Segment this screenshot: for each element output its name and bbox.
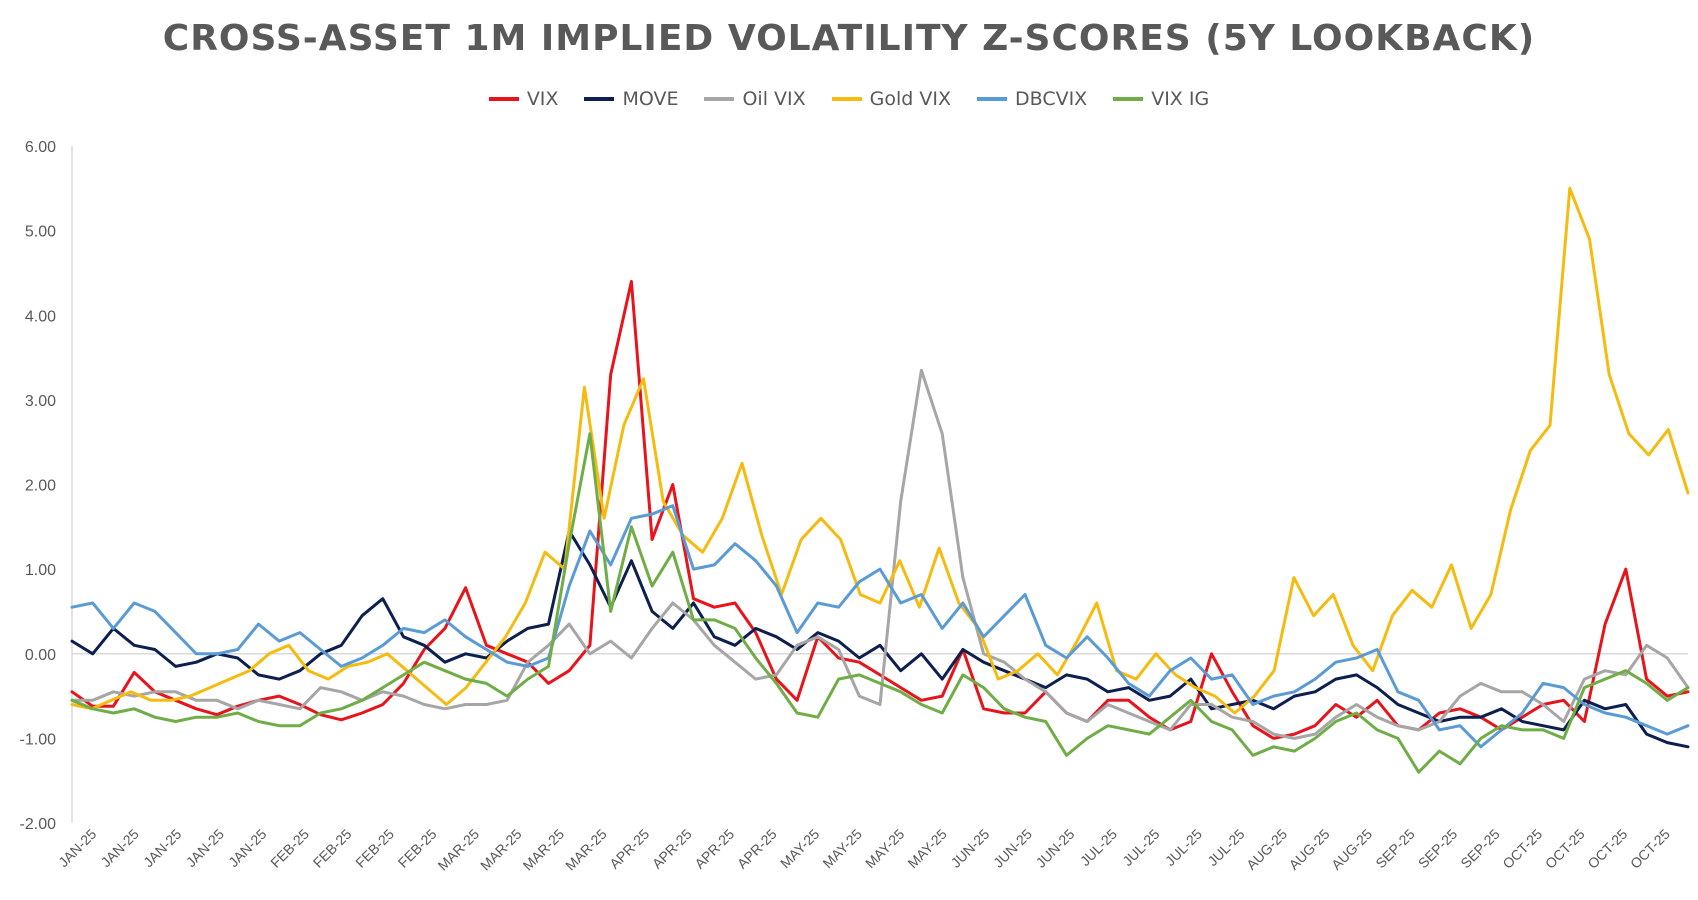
x-tick-label: MAY-25 xyxy=(904,826,950,872)
legend-label-oil-vix: Oil VIX xyxy=(742,88,806,110)
x-tick-label: AUG-25 xyxy=(1243,826,1290,873)
y-tick-label: -1.00 xyxy=(20,731,57,748)
x-tick-label: MAR-25 xyxy=(520,826,568,874)
x-tick-label: OCT-25 xyxy=(1584,826,1630,872)
x-tick-label: MAY-25 xyxy=(777,826,823,872)
x-tick-label: JUL-25 xyxy=(1204,826,1247,869)
x-tick-label: JAN-25 xyxy=(98,826,142,870)
series-line-move xyxy=(70,529,1690,749)
x-tick-label: SEP-25 xyxy=(1372,826,1418,872)
x-tick-label: OCT-25 xyxy=(1499,826,1545,872)
x-tick-label: OCT-25 xyxy=(1627,826,1673,872)
legend-swatch-move xyxy=(584,97,615,101)
legend-swatch-dbcvix xyxy=(976,97,1007,101)
chart-title: CROSS-ASSET 1M IMPLIED VOLATILITY Z-SCOR… xyxy=(162,18,1536,59)
legend-item-gold-vix: Gold VIX xyxy=(831,88,951,110)
x-tick-label: JUL-25 xyxy=(1119,826,1162,869)
legend-swatch-oil-vix xyxy=(704,97,735,101)
x-tick-label: MAR-25 xyxy=(477,826,525,874)
legend-swatch-vix xyxy=(488,97,519,101)
y-tick-label: 0.00 xyxy=(25,647,56,664)
x-tick-label: APR-25 xyxy=(691,826,737,872)
x-tick-label: OCT-25 xyxy=(1542,826,1588,872)
x-tick-label: JAN-25 xyxy=(183,826,227,870)
y-tick-label: 2.00 xyxy=(25,478,56,495)
series-line-vix-ig xyxy=(70,432,1690,774)
y-tick-label: 5.00 xyxy=(25,224,56,241)
y-tick-label: 4.00 xyxy=(25,308,56,325)
y-tick-label: -2.00 xyxy=(20,816,57,833)
legend-label-dbcvix: DBCVIX xyxy=(1014,88,1088,110)
x-tick-label: FEB-25 xyxy=(352,826,397,871)
x-tick-label: MAY-25 xyxy=(819,826,865,872)
legend-label-gold-vix: Gold VIX xyxy=(869,88,951,110)
legend-item-vix: VIX xyxy=(488,88,559,110)
legend-swatch-vix-ig xyxy=(1113,97,1144,101)
x-tick-label: SEP-25 xyxy=(1415,826,1461,872)
x-tick-label: JUL-25 xyxy=(1077,826,1120,869)
x-tick-label: JAN-25 xyxy=(225,826,269,870)
x-tick-label: JUN-25 xyxy=(948,826,993,871)
x-tick-label: JUN-25 xyxy=(1033,826,1078,871)
x-tick-label: APR-25 xyxy=(606,826,652,872)
x-tick-label: JAN-25 xyxy=(55,826,99,870)
legend: VIX MOVE Oil VIX Gold VIX DBCVIX VIX IG xyxy=(0,88,1698,110)
x-tick-label: MAY-25 xyxy=(862,826,908,872)
x-tick-label: AUG-25 xyxy=(1286,826,1333,873)
legend-label-vix-ig: VIX IG xyxy=(1151,88,1210,110)
x-tick-label: JUL-25 xyxy=(1162,826,1205,869)
legend-item-vix-ig: VIX IG xyxy=(1113,88,1209,110)
legend-label-move: MOVE xyxy=(622,88,679,110)
legend-label-vix: VIX xyxy=(526,88,559,110)
x-tick-label: SEP-25 xyxy=(1457,826,1503,872)
x-tick-label: JUN-25 xyxy=(990,826,1035,871)
series-line-oil-vix xyxy=(70,368,1690,740)
x-tick-label: MAR-25 xyxy=(562,826,610,874)
legend-item-oil-vix: Oil VIX xyxy=(704,88,806,110)
y-tick-label: 6.00 xyxy=(25,139,56,156)
series-line-dbcvix xyxy=(70,504,1690,749)
series-line-vix xyxy=(70,279,1690,740)
x-tick-label: FEB-25 xyxy=(267,826,312,871)
y-tick-label: 3.00 xyxy=(25,393,56,410)
x-tick-label: FEB-25 xyxy=(395,826,440,871)
y-tick-label: 1.00 xyxy=(25,562,56,579)
x-tick-label: APR-25 xyxy=(649,826,695,872)
legend-item-dbcvix: DBCVIX xyxy=(976,88,1088,110)
legend-swatch-gold-vix xyxy=(831,97,862,101)
x-tick-label: APR-25 xyxy=(734,826,780,872)
x-tick-label: AUG-25 xyxy=(1328,826,1375,873)
x-tick-label: MAR-25 xyxy=(434,826,482,874)
x-tick-label: JAN-25 xyxy=(140,826,184,870)
x-tick-label: FEB-25 xyxy=(310,826,355,871)
legend-item-move: MOVE xyxy=(584,88,678,110)
series-line-gold-vix xyxy=(70,186,1690,715)
